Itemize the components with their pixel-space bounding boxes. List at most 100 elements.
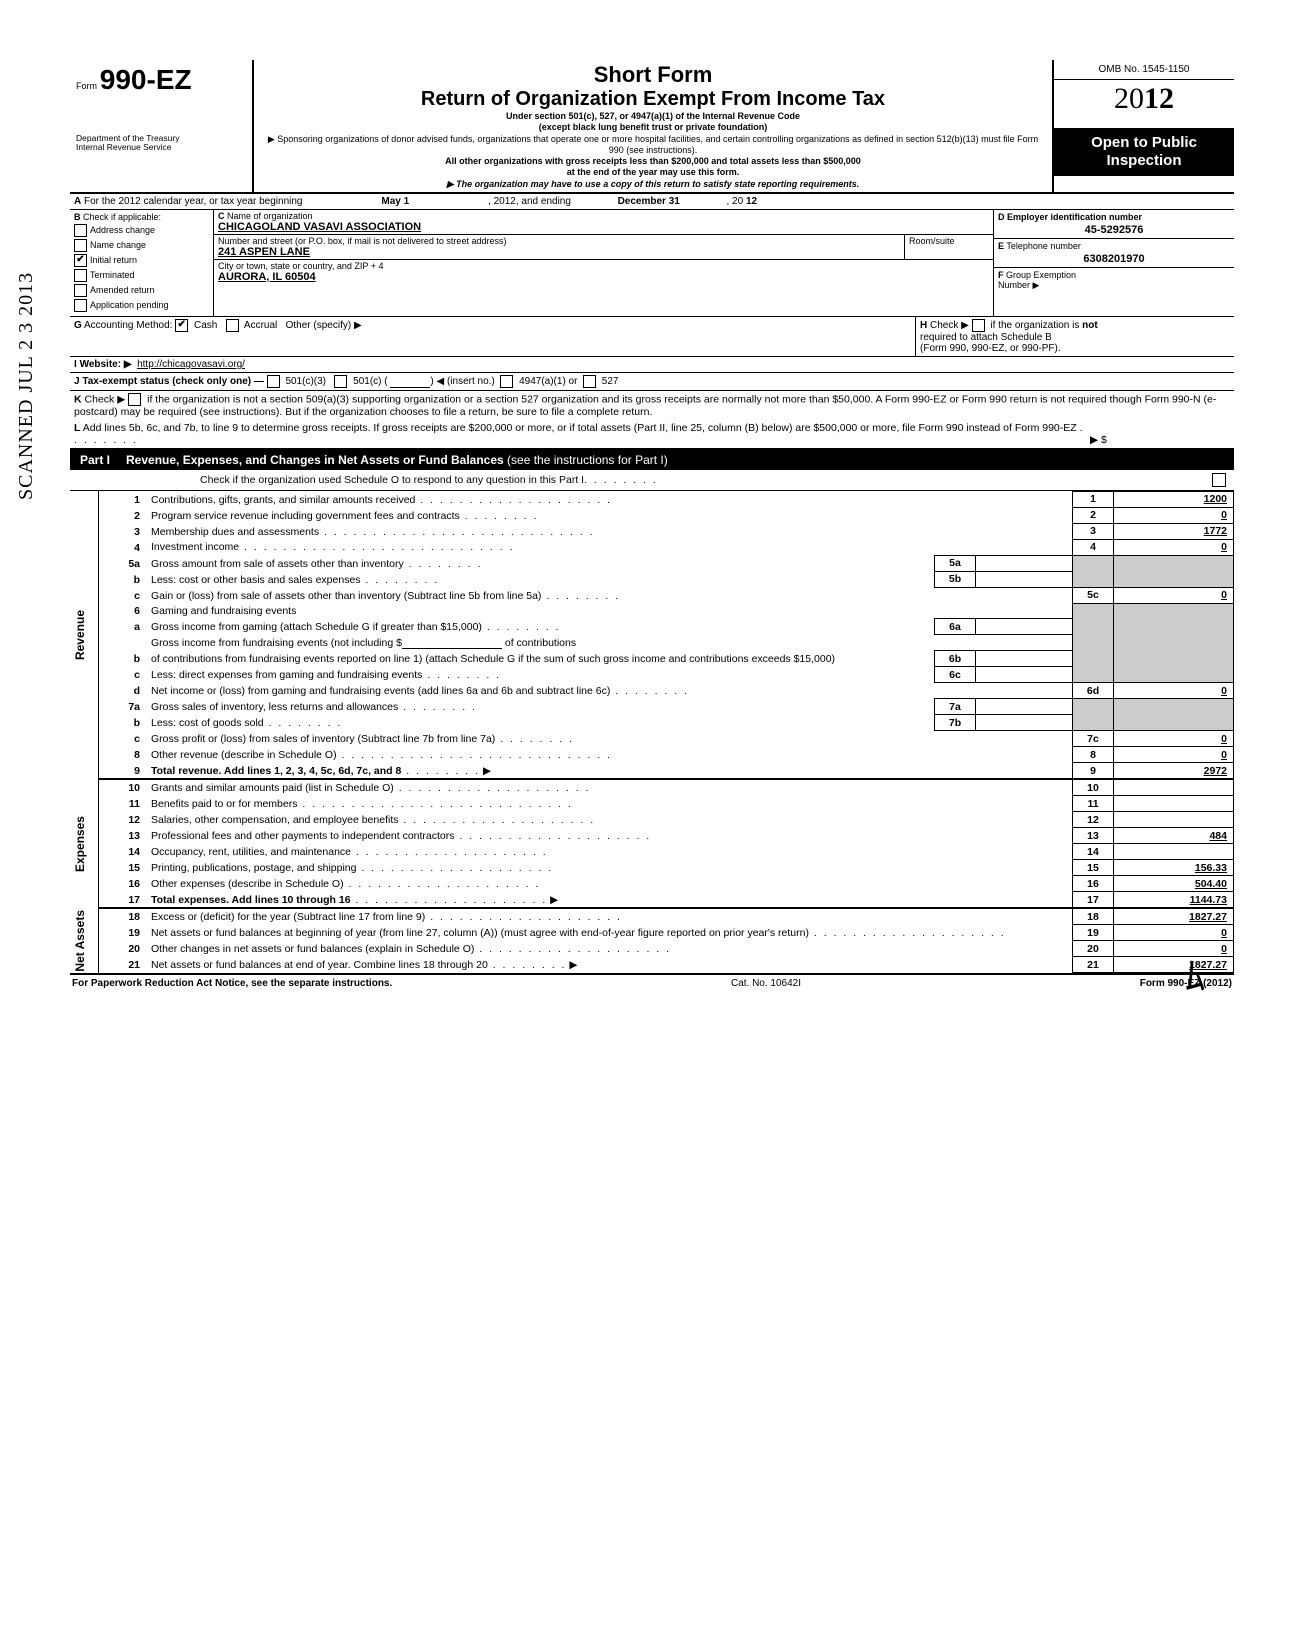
chk-schedule-b-not-required[interactable]	[972, 319, 985, 332]
side-net-assets: Net Assets	[73, 910, 87, 972]
open-to-public: Open to Public Inspection	[1054, 128, 1234, 176]
line-7b-num: b	[99, 715, 149, 731]
omb-number: OMB No. 1545-1150	[1054, 60, 1234, 80]
row-a-text2: , 2012, and ending	[488, 196, 571, 207]
line-1-val: 1200	[1114, 491, 1234, 507]
col-b: B Check if applicable: Address change Na…	[70, 210, 214, 316]
opt-501c-insert: ) ◀ (insert no.)	[430, 376, 494, 387]
tel-value: 6308201970	[998, 251, 1230, 265]
subtitle-6: ▶ The organization may have to use a cop…	[262, 179, 1044, 190]
line-5b-midval	[976, 571, 1073, 587]
chk-initial-return[interactable]: ✔	[74, 254, 87, 267]
line-6a-midval	[976, 619, 1073, 635]
chk-accrual[interactable]	[226, 319, 239, 332]
line-6b-desc2: of contributions from fundraising events…	[151, 653, 835, 665]
subtitle-3: ▶ Sponsoring organizations of donor advi…	[262, 134, 1044, 157]
line-2-val: 0	[1114, 507, 1234, 523]
line-17-num: 17	[99, 892, 149, 909]
chk-row-k[interactable]	[128, 393, 141, 406]
name-label: Name of organization	[227, 211, 313, 221]
org-address: 241 ASPEN LANE	[218, 246, 310, 258]
chk-cash[interactable]: ✔	[175, 319, 188, 332]
line-6b-desc: Gross income from fundraising events (no…	[151, 637, 402, 649]
line-12-desc: Salaries, other compensation, and employ…	[151, 814, 398, 826]
line-6d-num: d	[99, 683, 149, 699]
line-9-val: 2972	[1114, 763, 1234, 780]
chk-schedule-o[interactable]	[1212, 473, 1226, 487]
line-6d-desc: Net income or (loss) from gaming and fun…	[151, 685, 610, 697]
chk-terminated[interactable]	[74, 269, 87, 282]
line-21-box: 21	[1073, 957, 1114, 973]
part-1-label: Part I	[70, 450, 120, 470]
row-k-text: if the organization is not a section 509…	[74, 393, 1216, 418]
tax-year-begin: May 1	[305, 196, 485, 207]
line-3-box: 3	[1073, 523, 1114, 539]
line-11-box: 11	[1073, 796, 1114, 812]
scanned-stamp: SCANNED JUL 2 3 2013	[15, 272, 38, 500]
addr-label: Number and street (or P.O. box, if mail …	[218, 236, 506, 246]
line-18-val: 1827.27	[1114, 908, 1234, 925]
line-6a-desc: Gross income from gaming (attach Schedul…	[151, 621, 482, 633]
chk-501c3[interactable]	[267, 375, 280, 388]
opt-4947a1: 4947(a)(1) or	[519, 376, 577, 387]
line-7c-box: 7c	[1073, 731, 1114, 747]
row-l-arrow: ▶ $	[1090, 434, 1230, 446]
line-7c-val: 0	[1114, 731, 1234, 747]
opt-application-pending: Application pending	[90, 300, 169, 310]
line-8-box: 8	[1073, 747, 1114, 763]
chk-name-change[interactable]	[74, 239, 87, 252]
line-10-desc: Grants and similar amounts paid (list in…	[151, 782, 394, 794]
opt-terminated: Terminated	[90, 270, 135, 280]
line-5b-num: b	[99, 571, 149, 587]
line-7a-midbox: 7a	[935, 699, 976, 715]
footer-left: For Paperwork Reduction Act Notice, see …	[72, 978, 392, 989]
room-suite-label: Room/suite	[904, 235, 993, 259]
part-1-title: Revenue, Expenses, and Changes in Net As…	[126, 453, 507, 467]
form-header: Form 990-EZ Department of the Treasury I…	[70, 60, 1234, 194]
line-8-val: 0	[1114, 747, 1234, 763]
line-17-box: 17	[1073, 892, 1114, 909]
line-6b-num: b	[99, 635, 149, 667]
line-10-box: 10	[1073, 779, 1114, 796]
line-1-desc: Contributions, gifts, grants, and simila…	[151, 494, 415, 506]
line-15-box: 15	[1073, 860, 1114, 876]
line-18-num: 18	[99, 908, 149, 925]
line-9-box: 9	[1073, 763, 1114, 780]
chk-501c[interactable]	[334, 375, 347, 388]
line-16-num: 16	[99, 876, 149, 892]
line-6c-midbox: 6c	[935, 667, 976, 683]
line-14-desc: Occupancy, rent, utilities, and maintena…	[151, 846, 351, 858]
footer-cat-no: Cat. No. 10642I	[731, 978, 801, 989]
line-19-desc: Net assets or fund balances at beginning…	[151, 927, 809, 939]
subtitle-1: Under section 501(c), 527, or 4947(a)(1)…	[262, 111, 1044, 122]
chk-4947a1[interactable]	[500, 375, 513, 388]
line-15-desc: Printing, publications, postage, and shi…	[151, 862, 356, 874]
ein-label: Employer identification number	[1007, 212, 1142, 222]
row-a: A For the 2012 calendar year, or tax yea…	[70, 194, 1234, 210]
line-5c-desc: Gain or (loss) from sale of assets other…	[151, 590, 541, 602]
chk-527[interactable]	[583, 375, 596, 388]
line-7c-num: c	[99, 731, 149, 747]
subtitle-4: All other organizations with gross recei…	[262, 156, 1044, 167]
label-f: F	[998, 270, 1004, 280]
line-16-desc: Other expenses (describe in Schedule O)	[151, 878, 344, 890]
line-11-desc: Benefits paid to or for members	[151, 798, 297, 810]
line-6c-desc: Less: direct expenses from gaming and fu…	[151, 669, 422, 681]
dept-irs: Internal Revenue Service	[76, 143, 246, 152]
label-c: C	[218, 211, 225, 221]
line-6c-midval	[976, 667, 1073, 683]
line-7a-num: 7a	[99, 699, 149, 715]
line-4-desc: Investment income	[151, 541, 239, 553]
chk-application-pending[interactable]	[74, 299, 87, 312]
line-21-num: 21	[99, 957, 149, 973]
check-schedule-o-line: Check if the organization used Schedule …	[70, 470, 1234, 491]
opt-name-change: Name change	[90, 240, 146, 250]
line-10-num: 10	[99, 779, 149, 796]
line-16-box: 16	[1073, 876, 1114, 892]
chk-address-change[interactable]	[74, 224, 87, 237]
label-b: B	[74, 212, 81, 222]
row-a-text3: , 20	[726, 196, 743, 207]
form-number: 990-EZ	[100, 64, 192, 95]
chk-amended-return[interactable]	[74, 284, 87, 297]
line-7b-midval	[976, 715, 1073, 731]
